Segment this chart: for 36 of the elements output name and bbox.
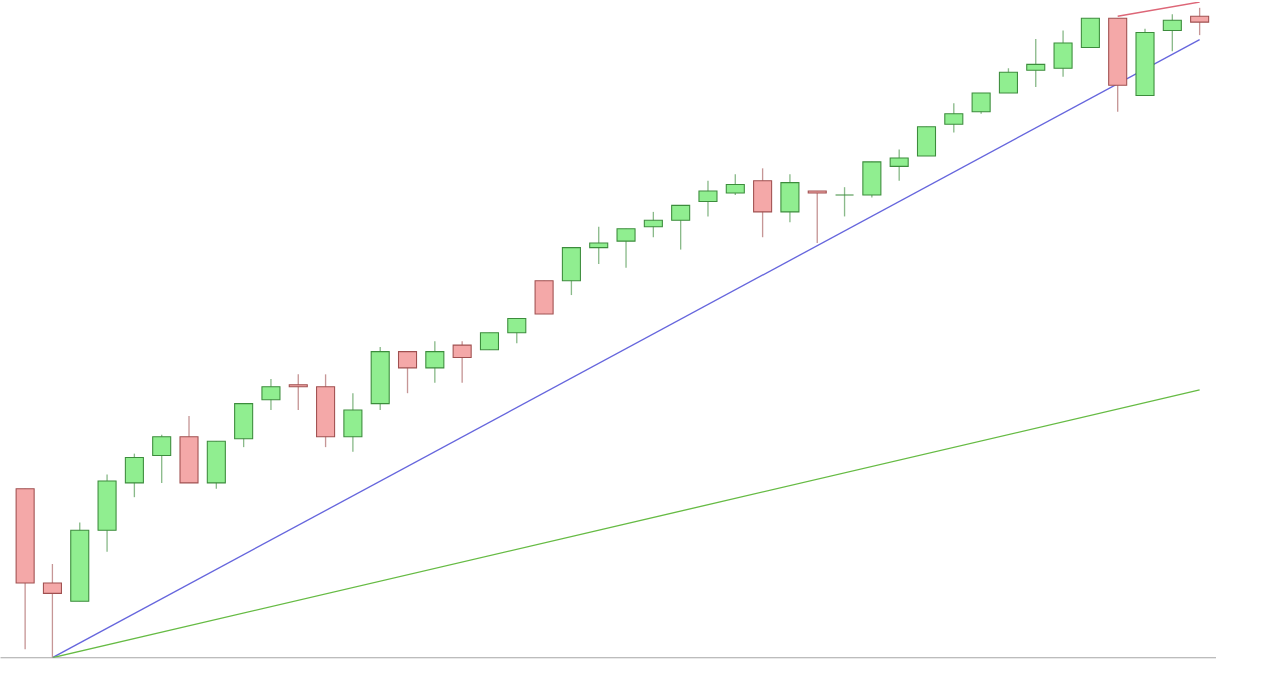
candlestick [643,211,663,239]
candlestick [971,92,991,115]
candlestick [835,186,855,218]
candlestick [206,440,226,490]
candlestick [725,173,745,196]
candlestick [807,190,827,244]
candlestick [124,453,144,499]
candlestick [179,415,199,484]
candlestick [753,167,773,239]
candlestick [889,148,909,182]
candlestick [589,226,609,265]
candlestick [1162,13,1182,53]
candlestick [425,340,445,384]
candlestick [944,102,964,134]
candlestick [780,173,800,224]
candlestick [561,247,581,296]
candlestick [1080,17,1100,49]
candlestick [397,351,418,395]
candlestick [1190,7,1210,36]
candlestick [1053,30,1073,78]
candlestick [452,340,472,384]
candlestick [507,317,527,344]
candlestick [671,204,691,251]
candlestick [343,392,363,453]
candlestick [261,378,281,411]
candlestick [862,161,882,199]
candlestick [234,403,254,448]
candlestick [916,126,937,157]
candlestick [42,563,62,658]
candlestick [534,280,554,315]
candlestick [152,434,172,484]
candlestick [698,180,718,218]
candlestick [616,228,636,269]
candlestick [1026,38,1046,88]
candlestick [288,373,308,411]
candlestick [998,67,1018,94]
